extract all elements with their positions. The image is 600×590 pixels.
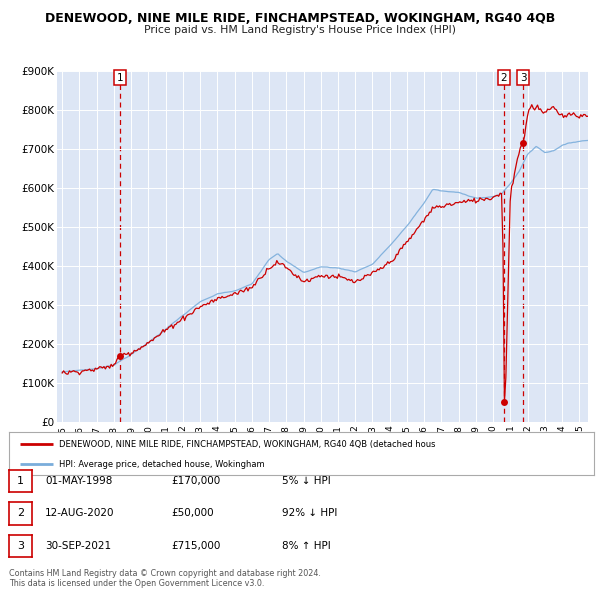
Text: 01-MAY-1998: 01-MAY-1998 bbox=[45, 476, 112, 486]
Text: £715,000: £715,000 bbox=[171, 541, 220, 550]
Text: 8% ↑ HPI: 8% ↑ HPI bbox=[282, 541, 331, 550]
Text: 12-AUG-2020: 12-AUG-2020 bbox=[45, 509, 115, 518]
Text: £170,000: £170,000 bbox=[171, 476, 220, 486]
Text: HPI: Average price, detached house, Wokingham: HPI: Average price, detached house, Woki… bbox=[59, 460, 265, 469]
Text: 2: 2 bbox=[500, 73, 507, 83]
Text: Price paid vs. HM Land Registry's House Price Index (HPI): Price paid vs. HM Land Registry's House … bbox=[144, 25, 456, 35]
Text: 3: 3 bbox=[520, 73, 527, 83]
Text: Contains HM Land Registry data © Crown copyright and database right 2024.
This d: Contains HM Land Registry data © Crown c… bbox=[9, 569, 321, 588]
Text: DENEWOOD, NINE MILE RIDE, FINCHAMPSTEAD, WOKINGHAM, RG40 4QB: DENEWOOD, NINE MILE RIDE, FINCHAMPSTEAD,… bbox=[45, 12, 555, 25]
Text: 1: 1 bbox=[17, 476, 24, 486]
Text: DENEWOOD, NINE MILE RIDE, FINCHAMPSTEAD, WOKINGHAM, RG40 4QB (detached hous: DENEWOOD, NINE MILE RIDE, FINCHAMPSTEAD,… bbox=[59, 440, 435, 449]
Text: £50,000: £50,000 bbox=[171, 509, 214, 518]
Text: 3: 3 bbox=[17, 541, 24, 550]
Text: 92% ↓ HPI: 92% ↓ HPI bbox=[282, 509, 337, 518]
Text: 2: 2 bbox=[17, 509, 24, 518]
Text: 5% ↓ HPI: 5% ↓ HPI bbox=[282, 476, 331, 486]
Text: 1: 1 bbox=[117, 73, 124, 83]
Text: 30-SEP-2021: 30-SEP-2021 bbox=[45, 541, 111, 550]
